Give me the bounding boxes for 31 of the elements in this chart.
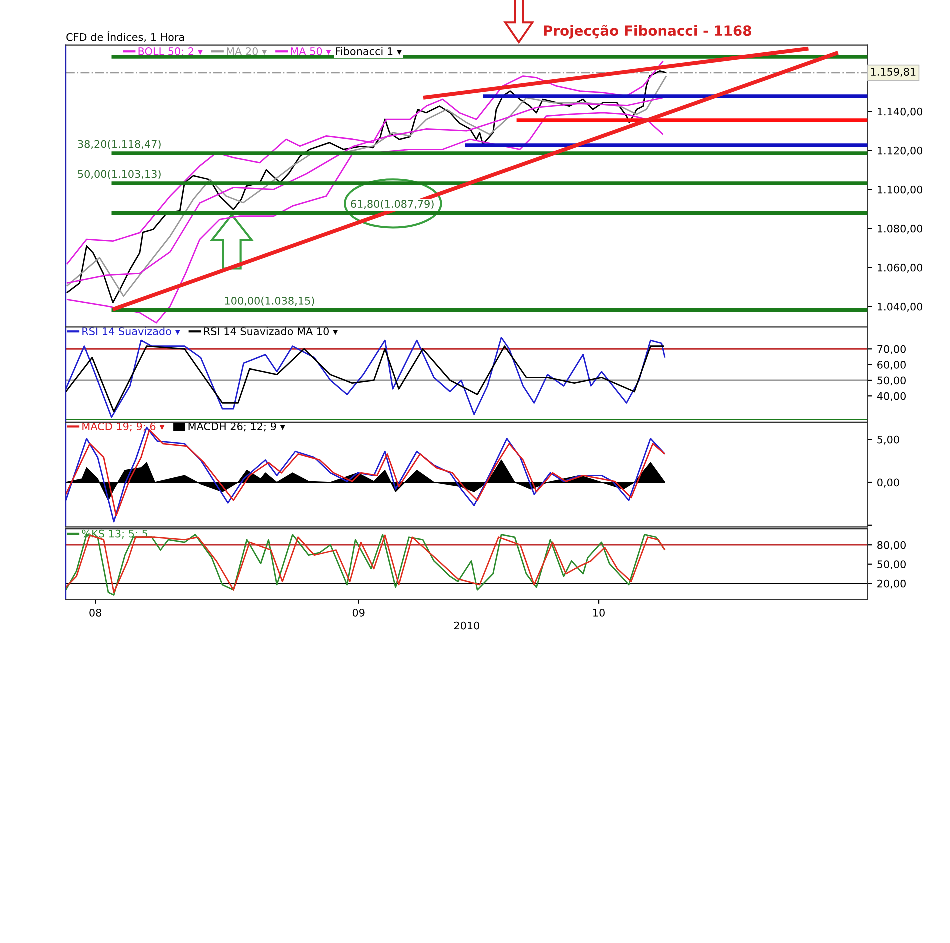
y-tick-label: 1.060,00: [878, 264, 923, 273]
legend-label: MACDH 26; 12; 9 ▾: [188, 422, 286, 432]
y-tick-label: 1.100,00: [878, 186, 923, 195]
x-tick-label: 08: [90, 608, 102, 617]
y-tick-label: 50,00: [878, 376, 906, 386]
annotation: 38,20(1.118,47): [78, 140, 161, 150]
y-tick-label: 40,00: [877, 392, 906, 402]
y-tick-label: 1.040,00: [878, 302, 923, 312]
y-tick-label: 1.080,00: [878, 224, 923, 234]
legend-label: MACD 19; 9; 6 ▾: [82, 422, 165, 432]
y-tick-label: 5,00: [878, 436, 900, 445]
y-tick-label: 80,00: [878, 541, 906, 550]
y-tick-label: 1.120,00: [878, 146, 923, 156]
annotation: 61,80(1.087,79): [351, 200, 434, 210]
y-tick-label: 70,00: [878, 345, 906, 354]
annotation: 50,00(1.103,13): [78, 170, 161, 180]
y-tick-label: 1.140,00: [878, 108, 923, 117]
y-tick-label: 20,00: [878, 580, 906, 589]
y-tick-label: 50,00: [878, 560, 906, 570]
legend-label: RSI 14 Suavizado MA 10 ▾: [204, 327, 338, 336]
y-tick-label: 0,00: [878, 478, 900, 488]
x-tick-label: 10: [594, 608, 605, 617]
legend-label: RSI 14 Suavizado ▾: [82, 327, 180, 336]
chart-title: CFD de Índices, 1 Hora: [66, 31, 184, 42]
chart-subtitle: Projecção Fibonacci - 1168: [544, 25, 752, 39]
annotation: 100,00(1.038,15): [225, 296, 314, 306]
ref-line-label: 1.159,81: [871, 68, 916, 78]
x-axis-title: 2010: [454, 622, 480, 630]
annotation: Fibonacci 1 ▾: [336, 47, 402, 56]
y-tick-label: 60,00: [878, 361, 906, 370]
x-tick-label: 09: [352, 608, 365, 617]
